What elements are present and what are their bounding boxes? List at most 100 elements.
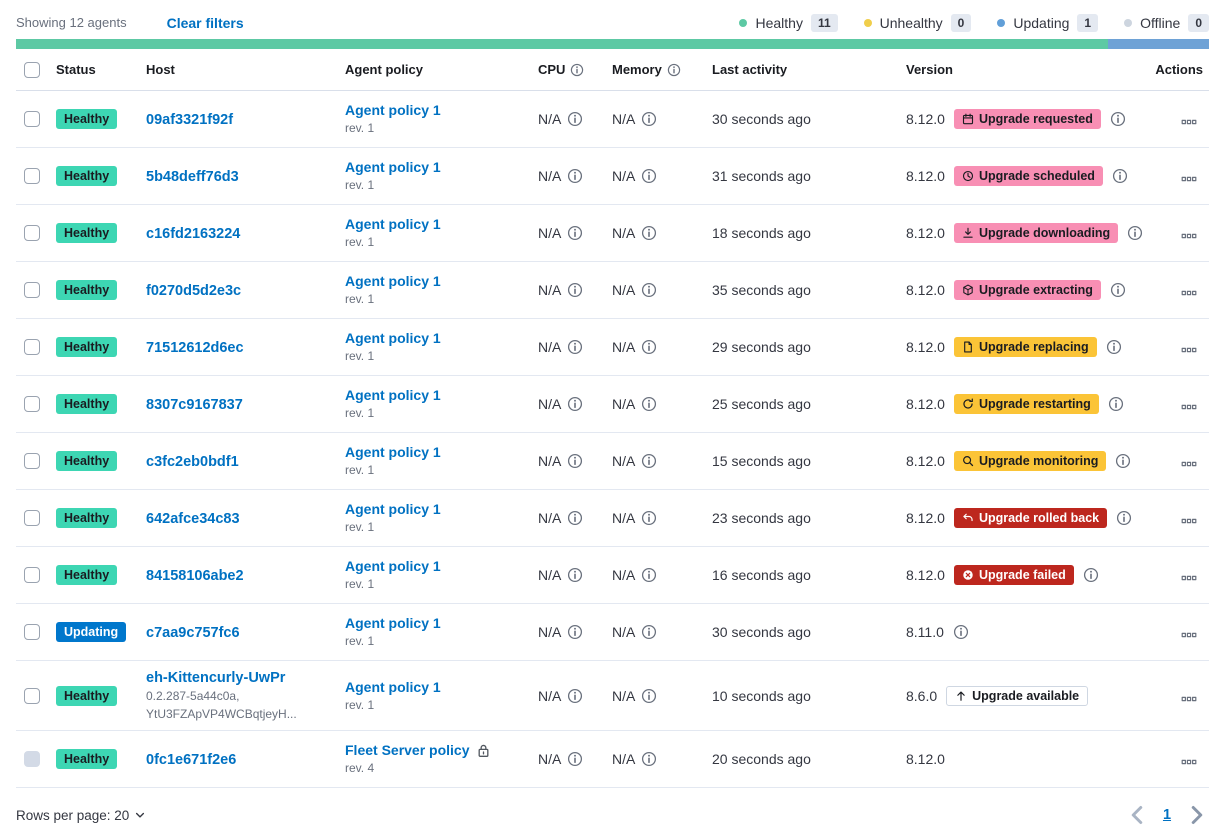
policy-revision: rev. 1 bbox=[345, 348, 375, 363]
info-icon[interactable] bbox=[567, 225, 583, 241]
info-icon[interactable] bbox=[567, 567, 583, 583]
info-icon[interactable] bbox=[567, 111, 583, 127]
previous-page-button[interactable] bbox=[1125, 803, 1149, 827]
row-checkbox[interactable] bbox=[24, 111, 40, 127]
info-icon[interactable] bbox=[641, 339, 657, 355]
policy-link[interactable]: Agent policy 1 bbox=[345, 500, 441, 517]
host-link[interactable]: 8307c9167837 bbox=[146, 396, 243, 413]
info-icon[interactable] bbox=[953, 624, 969, 640]
host-cell: c7aa9c757fc6 bbox=[146, 624, 345, 641]
policy-link[interactable]: Agent policy 1 bbox=[345, 386, 441, 403]
info-icon[interactable] bbox=[641, 225, 657, 241]
row-actions-button[interactable] bbox=[1179, 625, 1199, 639]
host-link[interactable]: 09af3321f92f bbox=[146, 111, 234, 128]
row-checkbox[interactable] bbox=[24, 168, 40, 184]
info-icon[interactable] bbox=[1127, 225, 1143, 241]
host-link[interactable]: f0270d5d2e3c bbox=[146, 282, 242, 299]
info-icon[interactable] bbox=[641, 751, 657, 767]
info-icon[interactable] bbox=[641, 688, 657, 704]
info-icon[interactable] bbox=[1106, 339, 1122, 355]
next-page-button[interactable] bbox=[1185, 803, 1209, 827]
info-icon[interactable] bbox=[567, 453, 583, 469]
policy-link[interactable]: Agent policy 1 bbox=[345, 614, 441, 631]
info-icon[interactable] bbox=[567, 396, 583, 412]
row-checkbox[interactable] bbox=[24, 225, 40, 241]
row-actions-button[interactable] bbox=[1179, 283, 1199, 297]
row-actions-button[interactable] bbox=[1179, 689, 1199, 703]
policy-link[interactable]: Agent policy 1 bbox=[345, 272, 441, 289]
info-icon bbox=[567, 510, 583, 526]
info-icon[interactable] bbox=[641, 624, 657, 640]
cross-in-circle-icon bbox=[962, 569, 974, 581]
policy-link[interactable]: Agent policy 1 bbox=[345, 101, 441, 118]
info-icon[interactable] bbox=[667, 63, 681, 77]
info-icon[interactable] bbox=[567, 624, 583, 640]
row-checkbox[interactable] bbox=[24, 339, 40, 355]
legend-label: Unhealthy bbox=[879, 14, 943, 31]
row-checkbox-cell bbox=[16, 168, 56, 184]
row-actions-button[interactable] bbox=[1179, 454, 1199, 468]
info-icon[interactable] bbox=[567, 688, 583, 704]
policy-link[interactable]: Agent policy 1 bbox=[345, 678, 441, 695]
row-actions-button[interactable] bbox=[1179, 112, 1199, 126]
info-icon[interactable] bbox=[567, 282, 583, 298]
row-checkbox[interactable] bbox=[24, 510, 40, 526]
info-icon[interactable] bbox=[1110, 282, 1126, 298]
row-actions-button[interactable] bbox=[1179, 397, 1199, 411]
host-link[interactable]: 5b48deff76d3 bbox=[146, 168, 239, 185]
info-icon[interactable] bbox=[570, 63, 584, 77]
host-link[interactable]: 84158106abe2 bbox=[146, 567, 244, 584]
legend-dot-icon bbox=[863, 18, 872, 27]
select-all-checkbox[interactable] bbox=[24, 61, 40, 78]
policy-link[interactable]: Agent policy 1 bbox=[345, 557, 441, 574]
policy-link[interactable]: Agent policy 1 bbox=[345, 215, 441, 232]
table-row: Healthy 09af3321f92f Agent policy 1 rev. 1 N… bbox=[16, 91, 1209, 148]
row-checkbox[interactable] bbox=[24, 282, 40, 298]
host-link[interactable]: 642afce34c83 bbox=[146, 510, 240, 527]
info-icon[interactable] bbox=[1115, 453, 1131, 469]
info-icon[interactable] bbox=[1116, 510, 1132, 526]
clear-filters-link[interactable]: Clear filters bbox=[166, 14, 244, 31]
row-actions-button[interactable] bbox=[1179, 752, 1199, 766]
info-icon[interactable] bbox=[567, 510, 583, 526]
info-icon[interactable] bbox=[641, 111, 657, 127]
row-actions-button[interactable] bbox=[1179, 226, 1199, 240]
info-icon[interactable] bbox=[567, 339, 583, 355]
info-icon[interactable] bbox=[567, 751, 583, 767]
row-actions-button[interactable] bbox=[1179, 568, 1199, 582]
row-checkbox[interactable] bbox=[24, 453, 40, 469]
memory-value: N/A bbox=[612, 225, 636, 241]
page-number-button[interactable]: 1 bbox=[1155, 807, 1179, 823]
row-checkbox[interactable] bbox=[24, 567, 40, 583]
table-row: Updating c7aa9c757fc6 Agent policy 1 rev. 1… bbox=[16, 604, 1209, 661]
info-icon[interactable] bbox=[641, 567, 657, 583]
row-actions-button[interactable] bbox=[1179, 169, 1199, 183]
row-checkbox[interactable] bbox=[24, 396, 40, 412]
host-link[interactable]: c3fc2eb0bdf1 bbox=[146, 453, 239, 470]
host-link[interactable]: c7aa9c757fc6 bbox=[146, 624, 240, 641]
info-icon[interactable] bbox=[641, 396, 657, 412]
info-icon[interactable] bbox=[641, 510, 657, 526]
policy-link[interactable]: Agent policy 1 bbox=[345, 329, 441, 346]
policy-link[interactable]: Agent policy 1 bbox=[345, 158, 441, 175]
row-actions-button[interactable] bbox=[1179, 340, 1199, 354]
info-icon[interactable] bbox=[1110, 111, 1126, 127]
info-icon[interactable] bbox=[1108, 396, 1124, 412]
policy-link[interactable]: Fleet Server policy bbox=[345, 742, 470, 759]
host-link[interactable]: c16fd2163224 bbox=[146, 225, 241, 242]
row-actions-button[interactable] bbox=[1179, 511, 1199, 525]
row-checkbox[interactable] bbox=[24, 624, 40, 640]
policy-link[interactable]: Agent policy 1 bbox=[345, 443, 441, 460]
info-icon[interactable] bbox=[641, 282, 657, 298]
host-link[interactable]: 71512612d6ec bbox=[146, 339, 244, 356]
info-icon[interactable] bbox=[641, 168, 657, 184]
host-link[interactable]: 0fc1e671f2e6 bbox=[146, 751, 237, 768]
info-icon[interactable] bbox=[1112, 168, 1128, 184]
row-checkbox[interactable] bbox=[24, 687, 40, 704]
legend-item-unhealthy: Unhealthy 0 bbox=[863, 13, 972, 32]
info-icon[interactable] bbox=[641, 453, 657, 469]
host-link[interactable]: eh-Kittencurly-UwPr bbox=[146, 670, 286, 686]
rows-per-page-button[interactable]: Rows per page: 20 bbox=[16, 808, 146, 823]
info-icon[interactable] bbox=[567, 168, 583, 184]
info-icon[interactable] bbox=[1083, 567, 1099, 583]
